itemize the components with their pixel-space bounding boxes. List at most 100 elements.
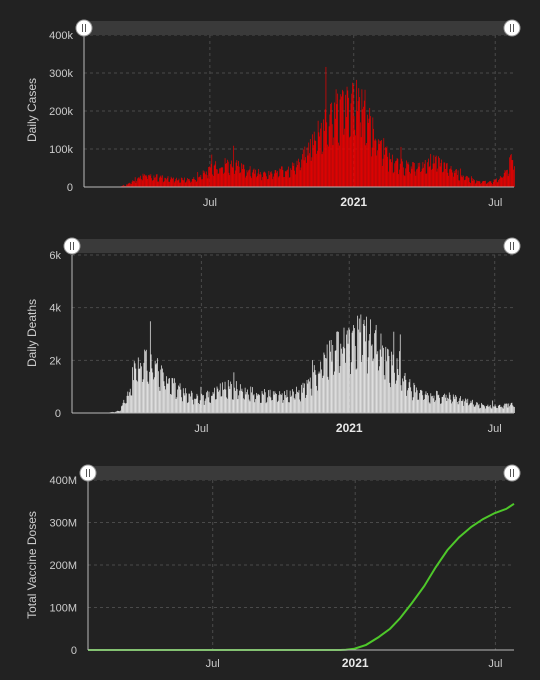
daily-bar bbox=[387, 156, 389, 187]
daily-bar bbox=[432, 395, 433, 413]
daily-bar bbox=[383, 347, 384, 413]
daily-bar bbox=[454, 173, 456, 187]
daily-bar bbox=[342, 353, 343, 413]
daily-bar bbox=[383, 375, 385, 413]
daily-bar bbox=[297, 165, 299, 187]
daily-bar bbox=[220, 168, 221, 187]
daily-bar bbox=[292, 389, 293, 413]
daily-bar bbox=[393, 171, 395, 187]
daily-bar bbox=[353, 325, 354, 413]
daily-bar bbox=[286, 170, 288, 187]
daily-bar bbox=[275, 393, 277, 413]
handle-circle[interactable] bbox=[503, 237, 521, 255]
daily-bar bbox=[227, 161, 229, 187]
daily-bar bbox=[242, 391, 244, 413]
daily-bar bbox=[190, 182, 192, 187]
range-slider-right-handle[interactable] bbox=[503, 464, 521, 482]
daily-bar bbox=[366, 316, 367, 413]
daily-deaths-chart: 0 2k 4k 6k Jul 2021 Jul Daily Deaths bbox=[25, 237, 521, 435]
daily-bar bbox=[421, 390, 423, 413]
daily-bar bbox=[421, 168, 423, 187]
daily-bar bbox=[377, 150, 378, 187]
daily-bar bbox=[145, 175, 147, 187]
daily-bar bbox=[392, 354, 394, 413]
daily-bar bbox=[205, 174, 206, 187]
handle-circle[interactable] bbox=[503, 464, 521, 482]
daily-bar bbox=[250, 386, 252, 413]
daily-bar bbox=[344, 348, 346, 413]
daily-bar bbox=[478, 180, 480, 187]
daily-bar bbox=[405, 168, 407, 187]
daily-bar bbox=[251, 178, 253, 187]
range-slider-right-handle[interactable] bbox=[503, 19, 521, 37]
daily-bar bbox=[482, 404, 484, 413]
daily-bar bbox=[257, 393, 259, 413]
daily-bar bbox=[259, 172, 261, 187]
daily-bar bbox=[148, 383, 150, 413]
daily-bar bbox=[319, 373, 321, 413]
daily-bar bbox=[327, 146, 329, 187]
daily-bar bbox=[293, 391, 294, 413]
daily-bar bbox=[328, 379, 330, 413]
handle-circle[interactable] bbox=[75, 19, 93, 37]
daily-bar bbox=[320, 128, 321, 187]
daily-bar bbox=[415, 392, 416, 413]
daily-bar bbox=[183, 393, 185, 413]
y-axis-title: Daily Deaths bbox=[25, 299, 39, 367]
daily-bar bbox=[427, 162, 428, 187]
daily-bar bbox=[457, 404, 459, 413]
daily-bar bbox=[471, 176, 472, 187]
daily-bar bbox=[323, 352, 325, 413]
handle-circle[interactable] bbox=[63, 237, 81, 255]
range-slider-left-handle[interactable] bbox=[63, 237, 81, 255]
daily-bar bbox=[157, 371, 159, 413]
daily-bar bbox=[409, 171, 410, 187]
daily-bar bbox=[370, 156, 372, 187]
range-slider-track[interactable] bbox=[72, 239, 512, 253]
daily-bar bbox=[372, 117, 374, 187]
daily-bar bbox=[403, 375, 405, 413]
daily-bar bbox=[295, 167, 297, 187]
daily-bar bbox=[445, 163, 447, 187]
daily-bar bbox=[252, 172, 253, 187]
daily-bar bbox=[346, 334, 347, 413]
daily-bar bbox=[483, 405, 485, 413]
handle-circle[interactable] bbox=[503, 19, 521, 37]
daily-bar bbox=[186, 393, 187, 413]
range-slider-track[interactable] bbox=[84, 21, 512, 35]
daily-bar bbox=[443, 162, 445, 187]
daily-bar bbox=[165, 389, 166, 413]
daily-bar bbox=[379, 140, 381, 187]
y-tick-label: 4k bbox=[49, 303, 61, 315]
range-slider-left-handle[interactable] bbox=[75, 19, 93, 37]
daily-bar bbox=[503, 176, 504, 187]
daily-bar bbox=[349, 137, 350, 187]
range-slider-track[interactable] bbox=[88, 466, 512, 480]
daily-bar bbox=[299, 170, 301, 187]
daily-bar bbox=[278, 395, 280, 413]
daily-bar bbox=[359, 332, 361, 413]
handle-circle[interactable] bbox=[79, 464, 97, 482]
range-slider-left-handle[interactable] bbox=[79, 464, 97, 482]
daily-bar bbox=[167, 176, 169, 187]
daily-bar bbox=[311, 157, 313, 187]
daily-bar bbox=[335, 350, 337, 413]
daily-bar bbox=[216, 169, 218, 187]
daily-bar bbox=[317, 373, 319, 413]
daily-bar bbox=[485, 406, 487, 413]
daily-bar bbox=[505, 403, 507, 413]
daily-bar bbox=[147, 381, 149, 413]
daily-bar bbox=[350, 362, 352, 413]
daily-bar bbox=[178, 178, 180, 187]
daily-bar bbox=[470, 400, 472, 413]
daily-bar bbox=[159, 177, 160, 187]
daily-bar bbox=[468, 404, 470, 413]
daily-bar bbox=[311, 395, 313, 413]
daily-bar bbox=[266, 401, 268, 413]
range-slider-right-handle[interactable] bbox=[503, 237, 521, 255]
daily-bar bbox=[268, 170, 270, 187]
daily-bar bbox=[262, 177, 263, 187]
daily-bar bbox=[171, 377, 173, 413]
daily-bar bbox=[162, 175, 163, 187]
